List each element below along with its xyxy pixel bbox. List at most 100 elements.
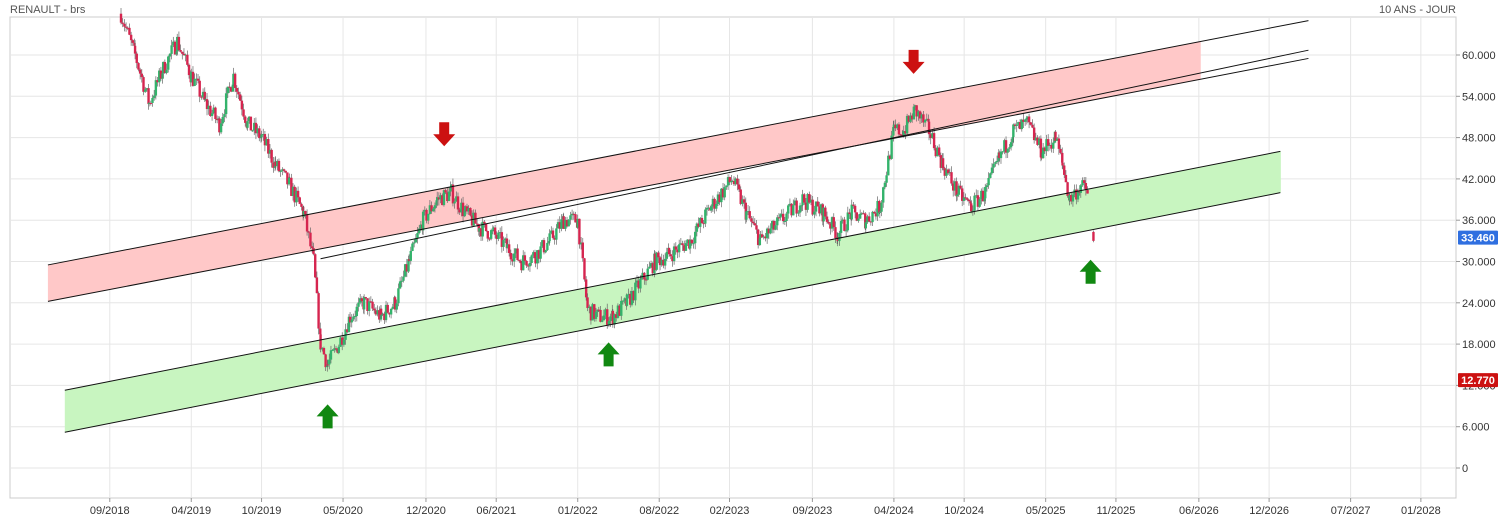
candle-body: [253, 122, 256, 131]
candle-body: [288, 177, 291, 179]
candle-body: [943, 168, 946, 176]
candle-body: [744, 202, 747, 220]
x-tick-label: 06/2021: [476, 505, 516, 517]
candle-body: [646, 268, 649, 280]
resistance-lower-line: [47, 57, 1309, 302]
candle-body: [630, 290, 634, 305]
candle-body: [623, 298, 626, 301]
candle-body: [653, 253, 657, 270]
candle-body: [163, 62, 167, 74]
candle-body: [776, 217, 779, 226]
candle-body: [999, 151, 1003, 159]
candle-body: [853, 205, 857, 213]
candle-body: [547, 241, 551, 243]
period-label[interactable]: 10 ANS - JOUR: [1379, 4, 1456, 16]
candle-body: [946, 169, 950, 174]
candle-body: [149, 102, 153, 104]
candle-body: [296, 190, 300, 198]
candle-body: [792, 205, 795, 216]
arrow-down-icon: [902, 49, 925, 74]
candle-body: [314, 254, 317, 278]
candle-body: [634, 282, 637, 301]
candle-body: [364, 297, 368, 299]
candle-body: [1020, 119, 1023, 130]
candle-body: [904, 131, 907, 134]
candle-body: [433, 205, 437, 209]
candle-body: [367, 301, 371, 312]
arrow-up-icon: [597, 342, 620, 367]
candle-body: [994, 162, 997, 164]
candle-body: [777, 217, 781, 219]
candle-body: [1009, 142, 1013, 148]
marker-layer: [316, 49, 1102, 429]
candle-body: [700, 217, 704, 224]
candle-body: [463, 210, 466, 217]
candle-body: [193, 78, 196, 86]
candle-body: [428, 205, 432, 214]
candle-body: [841, 219, 844, 222]
candle-body: [910, 115, 914, 120]
candle-body: [232, 73, 235, 85]
candle-body: [625, 294, 629, 306]
candle-body: [151, 97, 154, 103]
y-tick-label: 18.000: [1462, 339, 1496, 351]
candle-body: [277, 160, 281, 172]
candle-body: [505, 238, 509, 249]
candle-body: [613, 314, 616, 325]
candle-body: [957, 185, 961, 195]
candle-body: [901, 134, 904, 137]
candle-body: [671, 256, 674, 262]
candle-body: [615, 314, 618, 318]
candle-body: [550, 230, 553, 234]
candle-body: [143, 89, 147, 92]
candle-body: [191, 71, 195, 86]
candle-body: [453, 201, 456, 204]
candle-body: [927, 118, 930, 122]
candle-body: [295, 190, 298, 203]
candle-body: [641, 272, 644, 279]
candle-body: [310, 246, 314, 249]
candle-body: [187, 64, 191, 76]
candle-body: [403, 264, 407, 277]
candle-body: [315, 277, 319, 294]
candle-body: [1048, 144, 1052, 146]
candle-body: [892, 124, 896, 128]
candle-body: [328, 359, 331, 365]
candle-body: [934, 148, 937, 157]
candle-body: [618, 305, 621, 316]
candle-body: [254, 122, 258, 134]
candle-body: [238, 94, 242, 101]
candle-layer: [119, 7, 1095, 372]
candle-body: [1092, 231, 1095, 241]
candle-body: [850, 204, 853, 220]
candle-body: [866, 216, 869, 223]
x-tick-label: 10/2024: [944, 505, 984, 517]
candle-body: [637, 280, 640, 289]
candle-body: [233, 73, 237, 88]
candle-body: [263, 134, 267, 146]
candle-body: [458, 209, 461, 213]
candle-body: [460, 202, 463, 213]
candle-body: [723, 187, 726, 198]
candle-body: [1075, 189, 1078, 200]
candle-body: [917, 111, 920, 117]
candle-body: [663, 258, 667, 266]
candle-body: [1057, 138, 1061, 149]
candle-body: [337, 346, 341, 353]
candle-body: [751, 221, 755, 224]
candle-body: [298, 197, 301, 204]
candle-body: [205, 99, 209, 110]
candle-body: [953, 181, 957, 191]
candle-body: [725, 185, 728, 188]
candle-body: [527, 265, 530, 267]
candle-body: [489, 230, 493, 239]
candle-body: [611, 310, 615, 325]
candle-body: [976, 195, 980, 207]
candle-body: [475, 223, 479, 225]
candle-body: [674, 246, 678, 250]
candle-body: [126, 27, 129, 29]
candle-body: [1003, 140, 1006, 152]
candle-body: [852, 204, 855, 206]
candle-body: [803, 194, 806, 203]
